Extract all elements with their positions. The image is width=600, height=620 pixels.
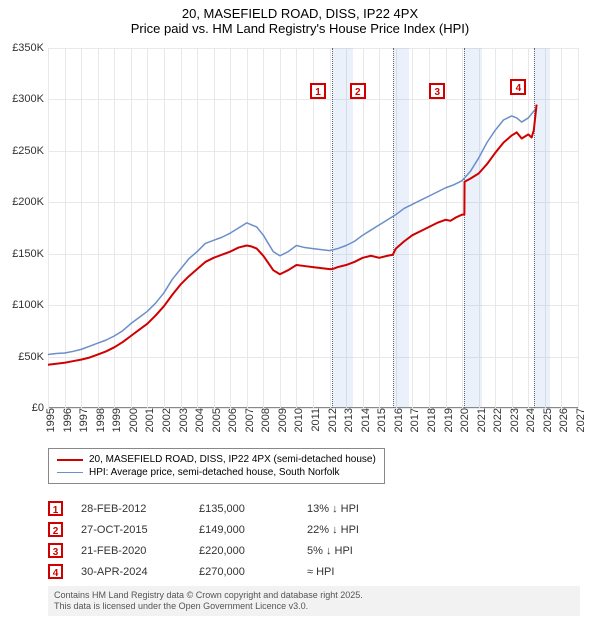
x-tick-label: 2004 — [188, 408, 206, 432]
transaction-date: 21-FEB-2020 — [81, 545, 181, 557]
x-tick-label: 2005 — [205, 408, 223, 432]
y-tick-label: £50K — [18, 351, 48, 363]
transaction-date: 27-OCT-2015 — [81, 524, 181, 536]
legend: 20, MASEFIELD ROAD, DISS, IP22 4PX (semi… — [48, 448, 385, 484]
y-tick-label: £100K — [12, 299, 48, 311]
legend-swatch — [57, 459, 83, 461]
x-tick-label: 1996 — [56, 408, 74, 432]
line-series-layer — [48, 48, 578, 408]
chart-area: 1234 £0£50K£100K£150K£200K£250K£300K£350… — [48, 48, 578, 408]
legend-row: HPI: Average price, semi-detached house,… — [57, 466, 376, 479]
gridline-vertical — [578, 48, 579, 408]
transaction-row: 4 30-APR-2024 £270,000 ≈ HPI — [48, 561, 397, 582]
chart-marker-4: 4 — [510, 79, 526, 95]
x-tick-label: 2008 — [254, 408, 272, 432]
x-tick-label: 2001 — [138, 408, 156, 432]
legend-label: HPI: Average price, semi-detached house,… — [89, 467, 340, 478]
title-address: 20, MASEFIELD ROAD, DISS, IP22 4PX — [0, 6, 600, 21]
chart-marker-3: 3 — [429, 83, 445, 99]
x-tick-label: 2015 — [370, 408, 388, 432]
transaction-date: 28-FEB-2012 — [81, 503, 181, 515]
footer-attribution: Contains HM Land Registry data © Crown c… — [48, 586, 580, 617]
y-tick-label: £300K — [12, 93, 48, 105]
x-tick-label: 1997 — [72, 408, 90, 432]
x-tick-label: 2006 — [221, 408, 239, 432]
transaction-date: 30-APR-2024 — [81, 566, 181, 578]
x-tick-label: 1995 — [39, 408, 57, 432]
x-tick-label: 2026 — [552, 408, 570, 432]
transaction-marker: 4 — [48, 564, 63, 579]
transaction-marker: 1 — [48, 501, 63, 516]
legend-label: 20, MASEFIELD ROAD, DISS, IP22 4PX (semi… — [89, 454, 376, 465]
x-tick-label: 2002 — [155, 408, 173, 432]
chart-container: 20, MASEFIELD ROAD, DISS, IP22 4PX Price… — [0, 0, 600, 620]
x-tick-label: 2020 — [453, 408, 471, 432]
transaction-marker: 2 — [48, 522, 63, 537]
transaction-marker: 3 — [48, 543, 63, 558]
x-tick-label: 2013 — [337, 408, 355, 432]
x-tick-label: 2027 — [569, 408, 587, 432]
series-hpi — [48, 108, 537, 355]
y-tick-label: £150K — [12, 248, 48, 260]
x-tick-label: 2022 — [486, 408, 504, 432]
chart-marker-2: 2 — [350, 83, 366, 99]
x-tick-label: 2024 — [519, 408, 537, 432]
y-tick-label: £350K — [12, 42, 48, 54]
transaction-price: £270,000 — [199, 566, 289, 578]
x-tick-label: 2010 — [287, 408, 305, 432]
y-tick-label: £200K — [12, 196, 48, 208]
x-tick-label: 2003 — [172, 408, 190, 432]
transaction-diff: 5% ↓ HPI — [307, 545, 397, 557]
transaction-diff: 22% ↓ HPI — [307, 524, 397, 536]
legend-swatch — [57, 472, 83, 473]
x-tick-label: 2012 — [321, 408, 339, 432]
title-block: 20, MASEFIELD ROAD, DISS, IP22 4PX Price… — [0, 0, 600, 38]
x-tick-label: 2021 — [470, 408, 488, 432]
footer-line2: This data is licensed under the Open Gov… — [54, 601, 574, 612]
title-subtitle: Price paid vs. HM Land Registry's House … — [0, 21, 600, 36]
transaction-diff: ≈ HPI — [307, 566, 397, 578]
x-tick-label: 2019 — [437, 408, 455, 432]
legend-row: 20, MASEFIELD ROAD, DISS, IP22 4PX (semi… — [57, 453, 376, 466]
transaction-table: 1 28-FEB-2012 £135,000 13% ↓ HPI 2 27-OCT-201… — [48, 498, 397, 582]
transaction-row: 2 27-OCT-2015 £149,000 22% ↓ HPI — [48, 519, 397, 540]
transaction-price: £220,000 — [199, 545, 289, 557]
series-price-paid — [48, 105, 537, 365]
transaction-price: £149,000 — [199, 524, 289, 536]
transaction-row: 3 21-FEB-2020 £220,000 5% ↓ HPI — [48, 540, 397, 561]
chart-marker-1: 1 — [310, 83, 326, 99]
x-tick-label: 2017 — [403, 408, 421, 432]
footer-line1: Contains HM Land Registry data © Crown c… — [54, 590, 574, 601]
x-tick-label: 2011 — [304, 408, 322, 432]
transaction-diff: 13% ↓ HPI — [307, 503, 397, 515]
y-tick-label: £250K — [12, 145, 48, 157]
x-tick-label: 1998 — [89, 408, 107, 432]
x-tick-label: 2018 — [420, 408, 438, 432]
x-tick-label: 1999 — [105, 408, 123, 432]
transaction-price: £135,000 — [199, 503, 289, 515]
transaction-row: 1 28-FEB-2012 £135,000 13% ↓ HPI — [48, 498, 397, 519]
x-tick-label: 2014 — [354, 408, 372, 432]
